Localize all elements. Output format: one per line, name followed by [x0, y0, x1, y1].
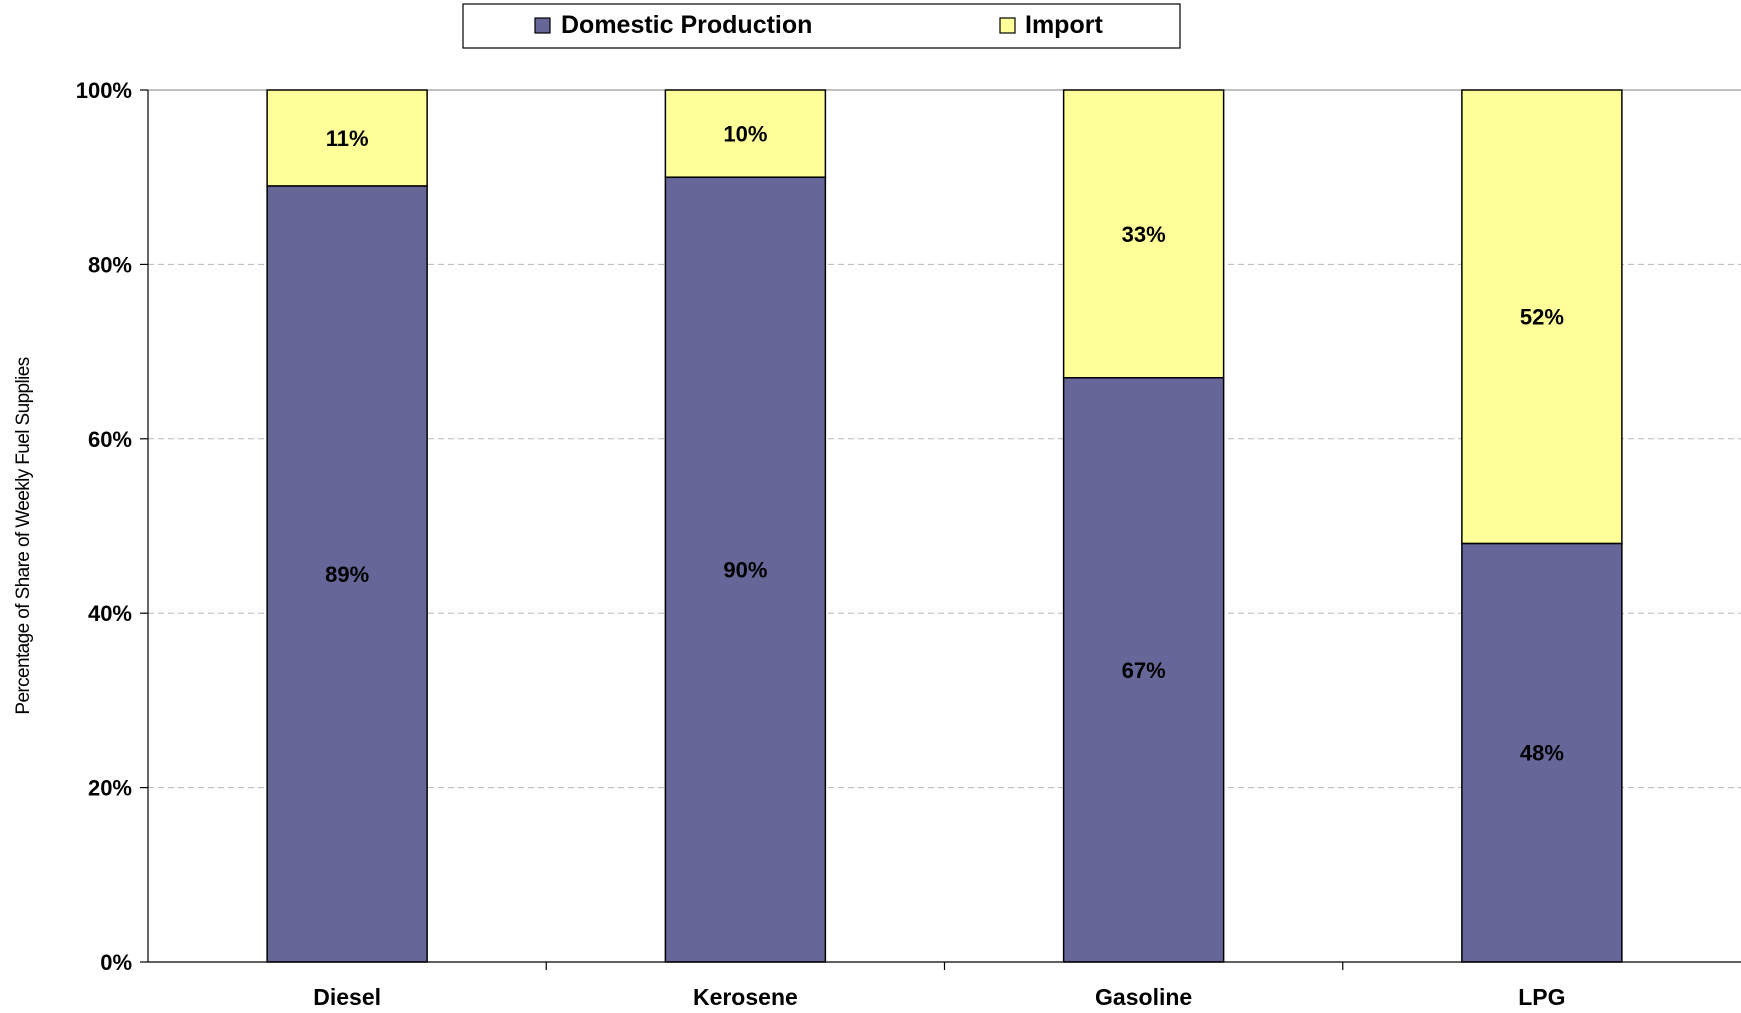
bar-import-lpg	[1461, 89, 1623, 545]
bar-import-diesel	[266, 89, 428, 187]
y-tick-label: 40%	[88, 601, 132, 626]
bar-domestic-diesel	[266, 185, 428, 963]
legend-label-import: Import	[1025, 11, 1103, 39]
bar-domestic-gasoline	[1062, 377, 1225, 963]
data-label-domestic-lpg: 48%	[1520, 741, 1564, 766]
x-tick-label: Gasoline	[1095, 984, 1192, 1010]
data-label-import-diesel: 11%	[326, 126, 369, 151]
legend-box	[462, 3, 1181, 49]
legend-swatch-domestic	[534, 17, 551, 34]
bars	[266, 89, 1623, 963]
y-tick-label: 60%	[88, 427, 132, 452]
y-tick-label: 0%	[100, 950, 132, 975]
x-tick-labels: Diesel Kerosene Gasoline LPG	[313, 984, 1565, 1010]
data-label-domestic-gasoline: 67%	[1122, 658, 1166, 683]
data-label-domestic-kerosene: 90%	[723, 558, 767, 583]
legend-swatch-import	[999, 17, 1016, 34]
y-tick-label: 100%	[76, 78, 132, 103]
bar-domestic-kerosene	[664, 176, 827, 963]
bar-import-gasoline	[1062, 89, 1225, 379]
y-tick-label: 80%	[88, 252, 132, 277]
data-label-import-gasoline: 33%	[1122, 222, 1166, 247]
x-tick-label: LPG	[1518, 984, 1565, 1010]
bar-domestic-lpg	[1461, 542, 1623, 963]
data-label-import-kerosene: 10%	[723, 122, 767, 147]
data-label-import-lpg: 52%	[1520, 305, 1564, 330]
axes	[140, 89, 1741, 970]
data-labels: 89% 11% 90% 10% 67% 33% 48% 52%	[325, 122, 1564, 766]
x-tick-label: Kerosene	[693, 984, 798, 1010]
y-tick-label: 20%	[88, 776, 132, 801]
x-tick-label: Diesel	[313, 984, 381, 1010]
y-axis-label: Percentage of Share of Weekly Fuel Suppl…	[13, 357, 34, 714]
data-label-domestic-diesel: 89%	[325, 562, 369, 587]
y-tick-labels: 0% 20% 40% 60% 80% 100%	[76, 78, 132, 975]
legend-label-domestic: Domestic Production	[561, 11, 812, 39]
legend: Domestic Production Import	[462, 3, 1181, 49]
bar-import-kerosene	[664, 89, 827, 178]
